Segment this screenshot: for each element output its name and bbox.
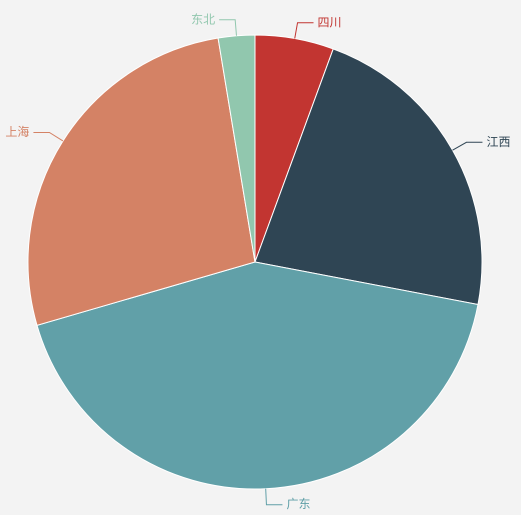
pie-slice	[254, 48, 483, 306]
label-line	[219, 19, 237, 36]
slice-label: 江西	[486, 135, 510, 149]
pie-slice	[27, 37, 256, 326]
label-line	[33, 131, 64, 142]
label-line	[265, 488, 283, 506]
slice-label: 上海	[5, 124, 29, 139]
slice-label: 四川	[318, 15, 342, 29]
label-line	[294, 22, 314, 39]
pie-slice	[36, 261, 479, 490]
slice-label: 广东	[286, 497, 310, 511]
label-line	[452, 141, 483, 151]
slice-label: 东北	[191, 12, 215, 26]
